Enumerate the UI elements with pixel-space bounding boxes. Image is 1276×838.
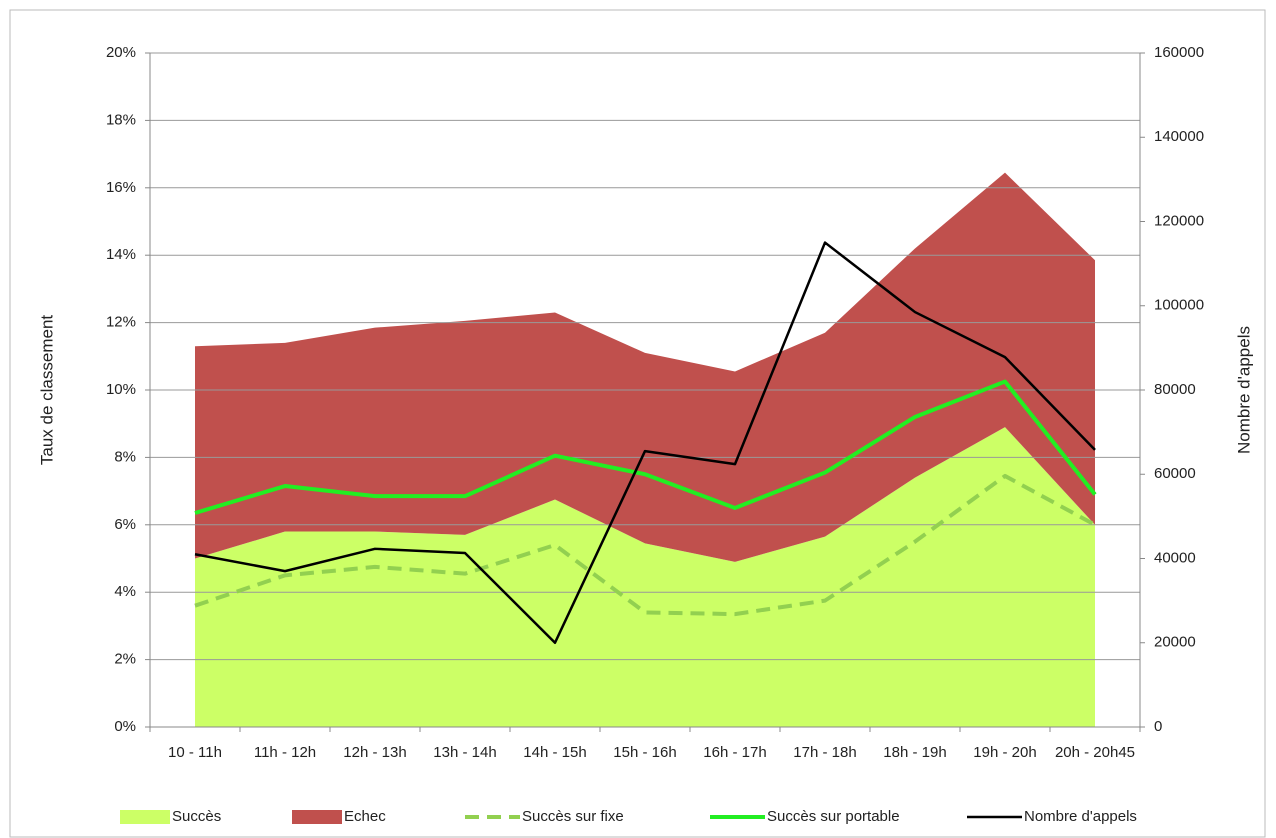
line — [194, 379, 1097, 515]
legend-label: Succès — [172, 808, 221, 825]
legend-label: Succès sur fixe — [522, 808, 624, 825]
area — [195, 172, 1095, 562]
y2-tick-label: 120000 — [1154, 212, 1204, 229]
legend-label: Echec — [344, 808, 386, 825]
y-tick-label: 10% — [106, 381, 136, 398]
x-tick-label: 15h - 16h — [613, 744, 676, 761]
grid — [150, 52, 1140, 728]
x-tick-label: 18h - 19h — [883, 744, 946, 761]
legend-swatch — [120, 810, 170, 824]
y-tick-label: 8% — [114, 448, 136, 465]
y-tick-label: 14% — [106, 246, 136, 263]
lines — [194, 241, 1097, 644]
x-tick-label: 10 - 11h — [168, 744, 222, 761]
y-tick-label: 16% — [106, 179, 136, 196]
y2-tick-label: 60000 — [1154, 465, 1196, 482]
y2-tick-label: 100000 — [1154, 297, 1204, 314]
x-tick-label: 12h - 13h — [343, 744, 406, 761]
y-tick-label: 4% — [114, 583, 136, 600]
x-tick-label: 20h - 20h45 — [1055, 744, 1135, 761]
y2-axis-title: Nombre d'appels — [1234, 326, 1253, 454]
legend-label: Succès sur portable — [767, 808, 900, 825]
x-tick-label: 16h - 17h — [703, 744, 766, 761]
line — [194, 241, 1096, 644]
x-tick-label: 19h - 20h — [973, 744, 1036, 761]
y-tick-label: 20% — [106, 44, 136, 61]
y2-tick-label: 160000 — [1154, 44, 1204, 61]
y-tick-label: 6% — [114, 516, 136, 533]
y-axis-title: Taux de classement — [37, 315, 56, 466]
area — [195, 427, 1095, 727]
y-tick-label: 12% — [106, 314, 136, 331]
areas — [195, 172, 1095, 727]
x-tick-label: 14h - 15h — [523, 744, 586, 761]
x-tick-label: 11h - 12h — [254, 744, 316, 761]
y-tick-label: 2% — [114, 651, 136, 668]
y-tick-label: 18% — [106, 111, 136, 128]
x-tick-label: 13h - 14h — [433, 744, 496, 761]
line — [194, 473, 1096, 617]
x-tick-label: 17h - 18h — [793, 744, 856, 761]
y2-tick-label: 20000 — [1154, 634, 1196, 651]
y2-tick-label: 80000 — [1154, 381, 1196, 398]
y2-tick-label: 40000 — [1154, 549, 1196, 566]
legend-swatch — [292, 810, 342, 824]
y-tick-label: 0% — [114, 718, 136, 735]
legend-label: Nombre d'appels — [1024, 808, 1137, 825]
y2-tick-label: 140000 — [1154, 128, 1204, 145]
y2-tick-label: 0 — [1154, 718, 1162, 735]
